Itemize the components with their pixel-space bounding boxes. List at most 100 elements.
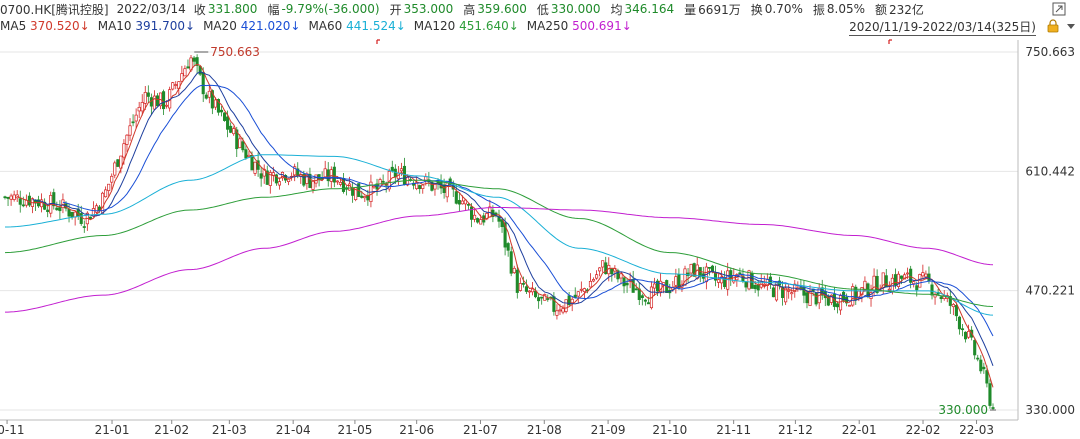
candle-body [241, 141, 245, 151]
x-tick-label: 21-10 [652, 423, 687, 437]
ma20-value: 421.020↓ [240, 19, 301, 33]
candle-body [851, 286, 855, 306]
dropdown-icon[interactable] [1064, 19, 1078, 33]
ma60-name: MA60 [308, 19, 343, 33]
high-value: 359.600 [477, 2, 527, 16]
candle-body [576, 291, 580, 297]
candle-body [652, 283, 657, 289]
candle-body [70, 211, 74, 217]
candle-body [186, 66, 190, 69]
turnover-value: 0.70% [764, 2, 803, 16]
candle-body [683, 268, 687, 286]
candle-body [128, 125, 132, 136]
candle-body [244, 149, 248, 159]
candle-body [79, 213, 83, 224]
candle-body [948, 296, 952, 306]
candle-body [659, 280, 663, 292]
candle-body [842, 291, 846, 301]
candle-body [729, 270, 733, 280]
candle-body [805, 292, 809, 304]
candle-body [479, 219, 483, 225]
candle-body [332, 166, 336, 183]
candle-body [588, 280, 593, 288]
candle-body [143, 92, 147, 104]
candle-body [442, 184, 446, 194]
candle-body [27, 195, 31, 206]
candle-body [656, 280, 660, 292]
candle-body [524, 286, 528, 292]
candle-body [537, 297, 541, 302]
candle-body [637, 288, 641, 300]
x-tick-label: 21-04 [276, 423, 311, 437]
restore-icon[interactable] [1052, 2, 1066, 16]
candle-body [921, 272, 925, 277]
candle-body [829, 294, 833, 303]
candle-body [3, 196, 7, 199]
candle-body [826, 296, 830, 306]
candle-body [512, 267, 516, 274]
candle-body [192, 57, 196, 62]
candle-body [869, 292, 873, 299]
candle-body [912, 281, 916, 285]
ma10-name: MA10 [97, 19, 132, 33]
candle-body [174, 84, 178, 86]
candle-body [311, 181, 315, 190]
candle-body [784, 287, 788, 303]
amplitude-label: 振 [812, 2, 825, 17]
candle-body [787, 290, 791, 292]
candle-body [12, 194, 16, 200]
candle-body [790, 292, 794, 295]
candle-body [195, 57, 199, 66]
candle-body [326, 169, 330, 182]
x-tick-label: 21-03 [212, 423, 247, 437]
candle-body [674, 276, 678, 286]
candle-body [744, 281, 748, 288]
candle-body [9, 195, 13, 200]
lock-icon[interactable] [1046, 19, 1060, 33]
candle-body [582, 288, 586, 292]
candlesticks [3, 54, 995, 410]
candle-body [838, 295, 843, 311]
amount-value: 232亿 [889, 2, 924, 17]
candle-body [219, 109, 224, 113]
candle-body [640, 295, 644, 298]
candle-body [473, 214, 477, 220]
x-tick-label: 21-09 [591, 423, 626, 437]
candle-body [165, 104, 169, 107]
candle-body [207, 90, 211, 98]
candle-body [457, 200, 461, 205]
candle-body [835, 303, 840, 308]
candle-body [216, 99, 221, 113]
candle-body [564, 299, 568, 312]
quote-header: 0700.HK[腾讯控股] 2022/03/14 收 331.800 幅 -9.79… [0, 0, 926, 18]
candle-body [643, 299, 647, 302]
candle-body [104, 189, 108, 198]
candle-body [540, 296, 544, 299]
candle-body [366, 195, 370, 201]
candle-body [631, 278, 635, 293]
candle-body [890, 277, 894, 293]
candle-body [497, 216, 501, 222]
candle-body [924, 273, 928, 278]
ma120-line [4, 179, 994, 307]
marker-tick [888, 39, 892, 44]
candle-body [964, 331, 968, 340]
candle-body [930, 284, 934, 296]
candle-body [625, 282, 629, 286]
candle-body [960, 328, 965, 331]
ma10-line [32, 71, 994, 366]
candle-body [460, 200, 464, 205]
ma60-value: 441.524↓ [346, 19, 406, 33]
x-tick-label: 21-08 [527, 423, 562, 437]
candle-body [848, 304, 852, 307]
ma250-value: 500.691↓ [572, 19, 632, 33]
candle-body [238, 138, 242, 149]
candle-body [747, 270, 751, 290]
date-range-selector[interactable]: 2020/11/19-2022/03/14(325日) [849, 17, 1036, 36]
close-value: 331.800 [207, 2, 258, 16]
candle-body [390, 166, 394, 172]
candle-body [771, 287, 775, 298]
candle-body [183, 68, 187, 77]
candle-body [893, 274, 897, 286]
candle-body [372, 185, 376, 188]
